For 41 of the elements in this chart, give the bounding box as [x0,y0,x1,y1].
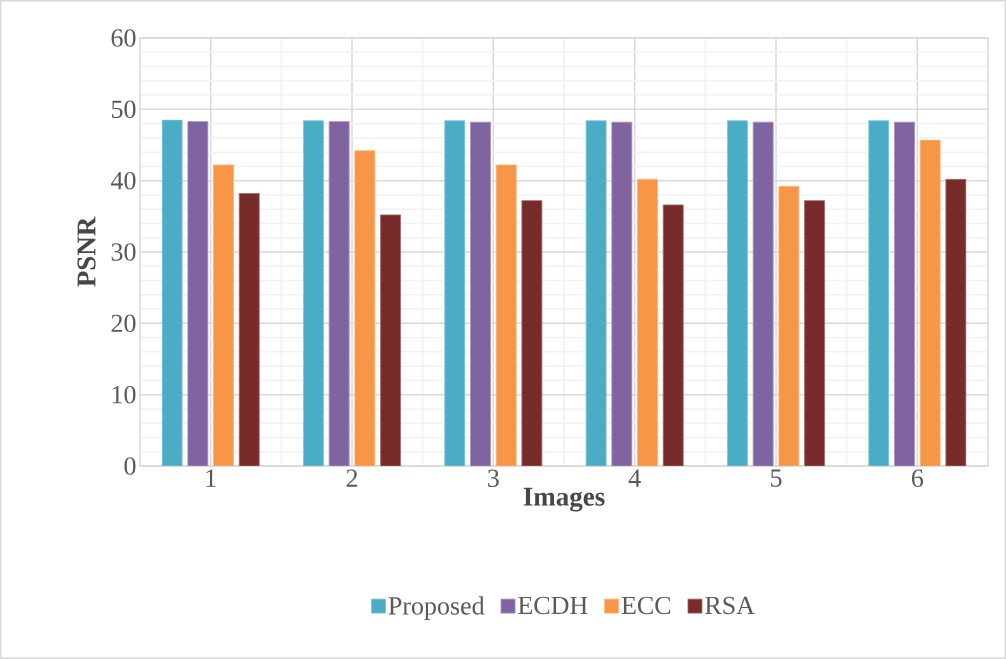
bar [213,164,234,466]
legend-label: RSA [705,596,755,615]
bar [804,200,825,466]
y-axis-title: PSNR [77,216,96,287]
bar [303,120,324,466]
legend-label: ECDH [518,596,588,615]
bar [727,120,748,466]
bar [380,214,401,466]
x-axis-title: Images [523,487,605,512]
bar [495,164,517,466]
x-tick-label: 4 [628,469,641,487]
x-tick-label: 3 [488,469,499,487]
y-tick-label: 0 [124,457,136,475]
y-tick-label: 10 [112,385,136,404]
bar [611,121,633,466]
x-tick-label: 6 [911,469,924,487]
bar [328,121,350,466]
bar [637,178,658,466]
y-tick-label: 40 [110,171,136,190]
bar [919,139,941,466]
y-tick-label: 20 [111,314,136,333]
x-tick-label: 5 [771,469,782,487]
bar [354,150,376,466]
y-tick-label: 50 [111,100,136,119]
x-tick-label: 2 [346,469,358,487]
legend-label: ECC [621,596,671,615]
y-tick-label: 60 [111,29,136,47]
bar [894,121,915,466]
y-tick-label: 30 [111,243,136,261]
bar [161,119,183,466]
bar [470,121,491,466]
bar [585,120,607,466]
bar [662,204,684,466]
bar [868,120,890,466]
bar [444,120,466,466]
bar [238,193,260,466]
x-tick-label: 1 [206,469,216,487]
legend-label: Proposed [388,596,485,620]
bar [752,121,774,466]
bar [521,200,543,466]
bar [187,121,209,466]
